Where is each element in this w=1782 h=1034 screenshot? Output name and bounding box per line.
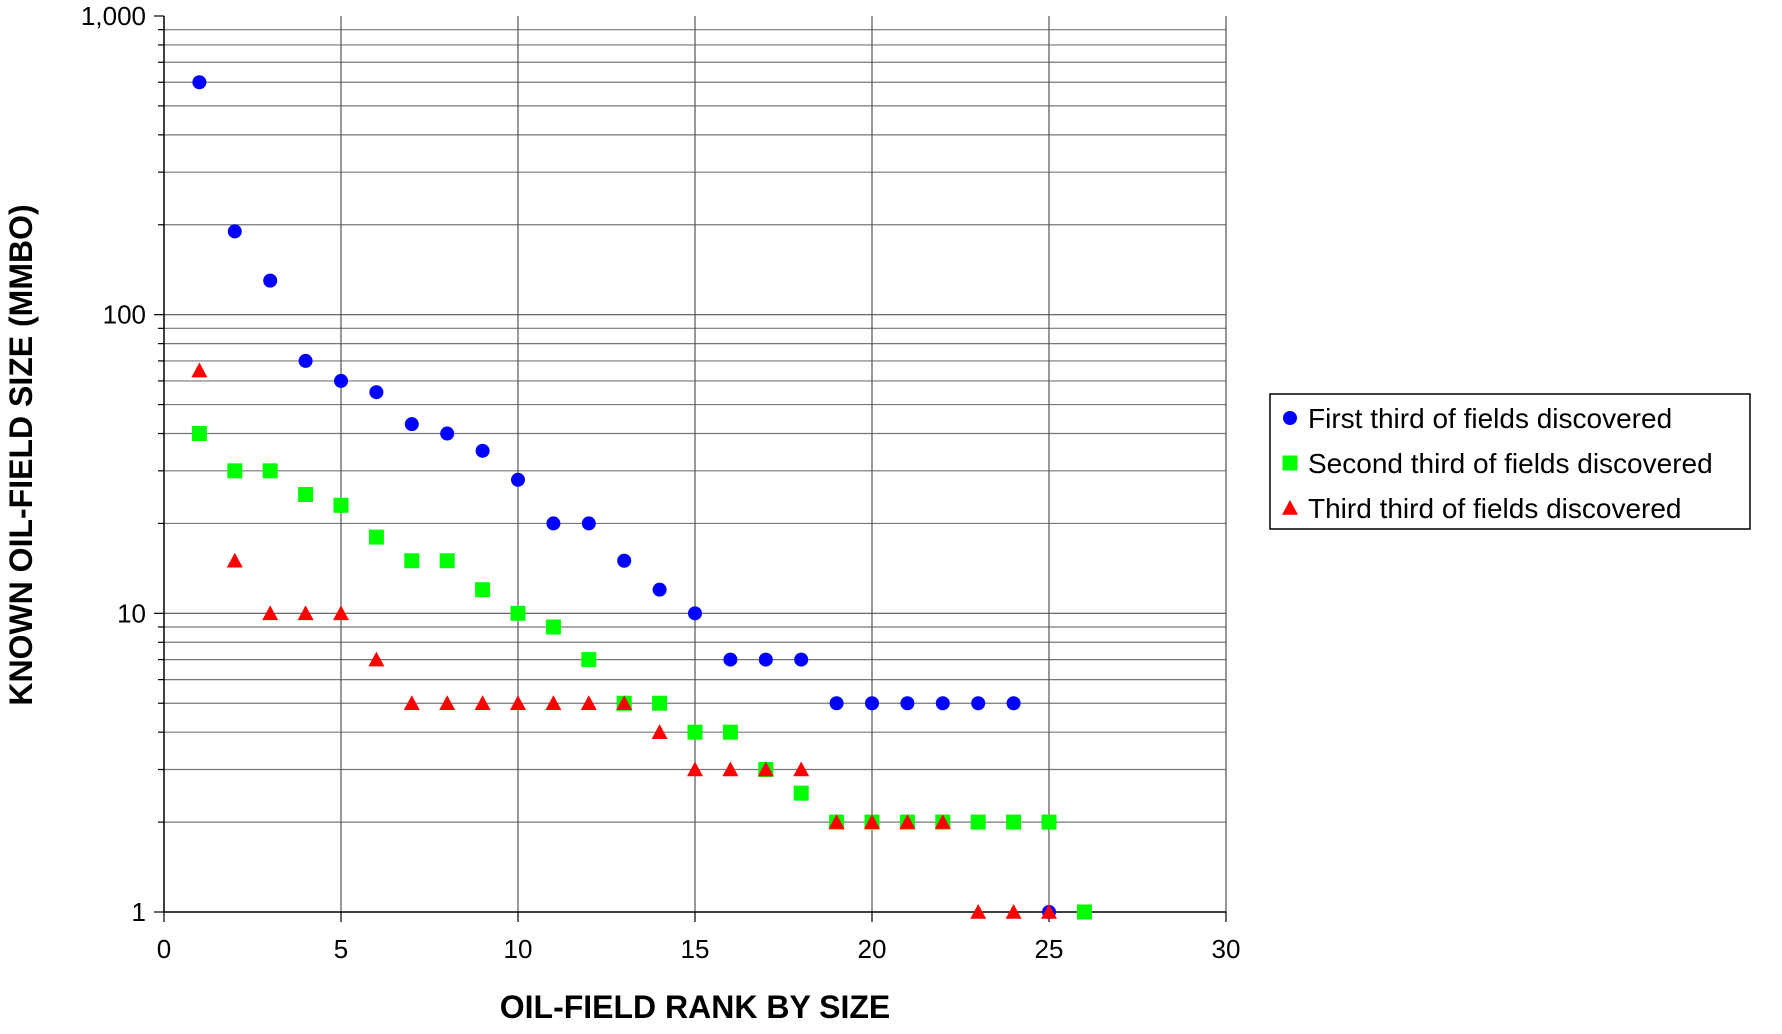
data-point-square	[262, 463, 278, 479]
data-point-circle	[546, 516, 561, 531]
data-point-square	[722, 724, 738, 740]
legend-label: Third third of fields discovered	[1308, 493, 1682, 524]
data-point-triangle	[722, 761, 739, 777]
x-axis-title: OIL-FIELD RANK BY SIZE	[500, 989, 891, 1025]
data-point-square	[227, 463, 243, 479]
x-tick-label: 5	[334, 934, 348, 964]
x-tick-label: 30	[1212, 934, 1241, 964]
plot-area	[163, 16, 1227, 913]
series-3	[191, 362, 1057, 919]
data-point-circle	[227, 224, 242, 239]
data-point-triangle	[510, 695, 526, 711]
data-point-square	[970, 814, 986, 830]
data-point-circle	[935, 696, 950, 711]
y-axis-ticks: 1 10 100 1,000	[81, 1, 164, 927]
data-point-triangle	[828, 814, 845, 829]
data-point-triangle	[616, 695, 633, 711]
data-point-triangle	[757, 761, 774, 777]
data-point-circle	[404, 417, 419, 432]
data-point-square	[1076, 904, 1092, 920]
data-point-triangle	[403, 695, 420, 711]
legend-label: First third of fields discovered	[1308, 403, 1672, 434]
data-point-square	[333, 497, 349, 513]
data-point-circle	[369, 385, 384, 400]
data-point-circle	[263, 273, 278, 288]
data-point-square	[793, 785, 809, 801]
data-point-circle	[900, 696, 915, 711]
data-point-circle	[652, 582, 667, 597]
data-point-square	[404, 553, 420, 569]
legend-marker-circle	[1283, 411, 1297, 425]
data-point-triangle	[474, 695, 491, 711]
x-axis-ticks: 0 5 10 15 20 25 30	[157, 912, 1241, 964]
data-point-circle	[334, 373, 348, 388]
data-point-circle	[971, 696, 986, 711]
legend-marker-square	[1282, 455, 1298, 471]
data-point-circle	[1006, 696, 1021, 711]
data-point-square	[581, 652, 597, 668]
data-point-circle	[758, 652, 773, 667]
data-point-circle	[688, 606, 702, 621]
data-point-circle	[723, 652, 738, 667]
data-point-triangle	[262, 605, 279, 621]
legend-box	[1269, 393, 1751, 530]
data-point-circle	[440, 426, 455, 441]
y-tick-label: 10	[117, 598, 146, 628]
x-tick-label: 10	[504, 934, 533, 964]
data-point-circle	[794, 652, 809, 667]
data-point-triangle	[439, 695, 456, 711]
data-point-square	[439, 553, 455, 569]
data-point-triangle	[368, 651, 385, 667]
data-point-square	[510, 605, 526, 621]
data-point-triangle	[1005, 904, 1022, 919]
y-tick-label: 100	[103, 300, 146, 330]
y-tick-label: 1,000	[81, 1, 146, 31]
legend-marker-triangle	[1282, 500, 1298, 515]
data-point-circle	[617, 553, 632, 568]
x-tick-label: 0	[157, 934, 171, 964]
data-point-triangle	[687, 761, 703, 777]
data-point-circle	[511, 472, 525, 487]
data-point-square	[545, 619, 561, 635]
data-point-circle	[865, 696, 879, 711]
data-point-triangle	[545, 695, 562, 711]
data-point-circle	[581, 516, 596, 531]
data-point-square	[368, 529, 384, 545]
data-point-square	[652, 695, 668, 711]
data-point-square	[475, 582, 491, 598]
data-point-circle	[298, 353, 313, 368]
data-point-square	[1041, 814, 1057, 830]
legend: First third of fields discovered Second t…	[1269, 393, 1751, 530]
x-tick-label: 15	[681, 934, 710, 964]
data-point-triangle	[333, 605, 349, 621]
series-layer	[191, 75, 1092, 920]
data-point-square	[1006, 814, 1022, 830]
data-point-square	[298, 486, 314, 502]
data-point-circle	[192, 75, 207, 90]
x-tick-label: 25	[1035, 934, 1064, 964]
y-tick-label: 1	[132, 897, 146, 927]
data-point-circle	[829, 696, 844, 711]
data-point-triangle	[191, 362, 208, 378]
data-point-triangle	[934, 814, 951, 829]
data-point-triangle	[970, 904, 987, 919]
data-point-square	[687, 724, 703, 740]
data-point-triangle	[580, 695, 597, 711]
series-1	[192, 75, 1056, 919]
data-point-triangle	[297, 605, 314, 621]
data-point-triangle	[899, 814, 916, 829]
legend-label: Second third of fields discovered	[1308, 448, 1713, 479]
data-point-triangle	[651, 724, 668, 739]
data-point-triangle	[793, 761, 810, 777]
y-axis-title: KNOWN OIL-FIELD SIZE (MMBO)	[3, 204, 39, 705]
data-point-square	[191, 426, 207, 442]
data-point-triangle	[1041, 904, 1057, 919]
x-tick-label: 20	[858, 934, 887, 964]
data-point-circle	[475, 443, 490, 458]
data-point-triangle	[864, 814, 880, 829]
data-point-triangle	[226, 552, 243, 568]
